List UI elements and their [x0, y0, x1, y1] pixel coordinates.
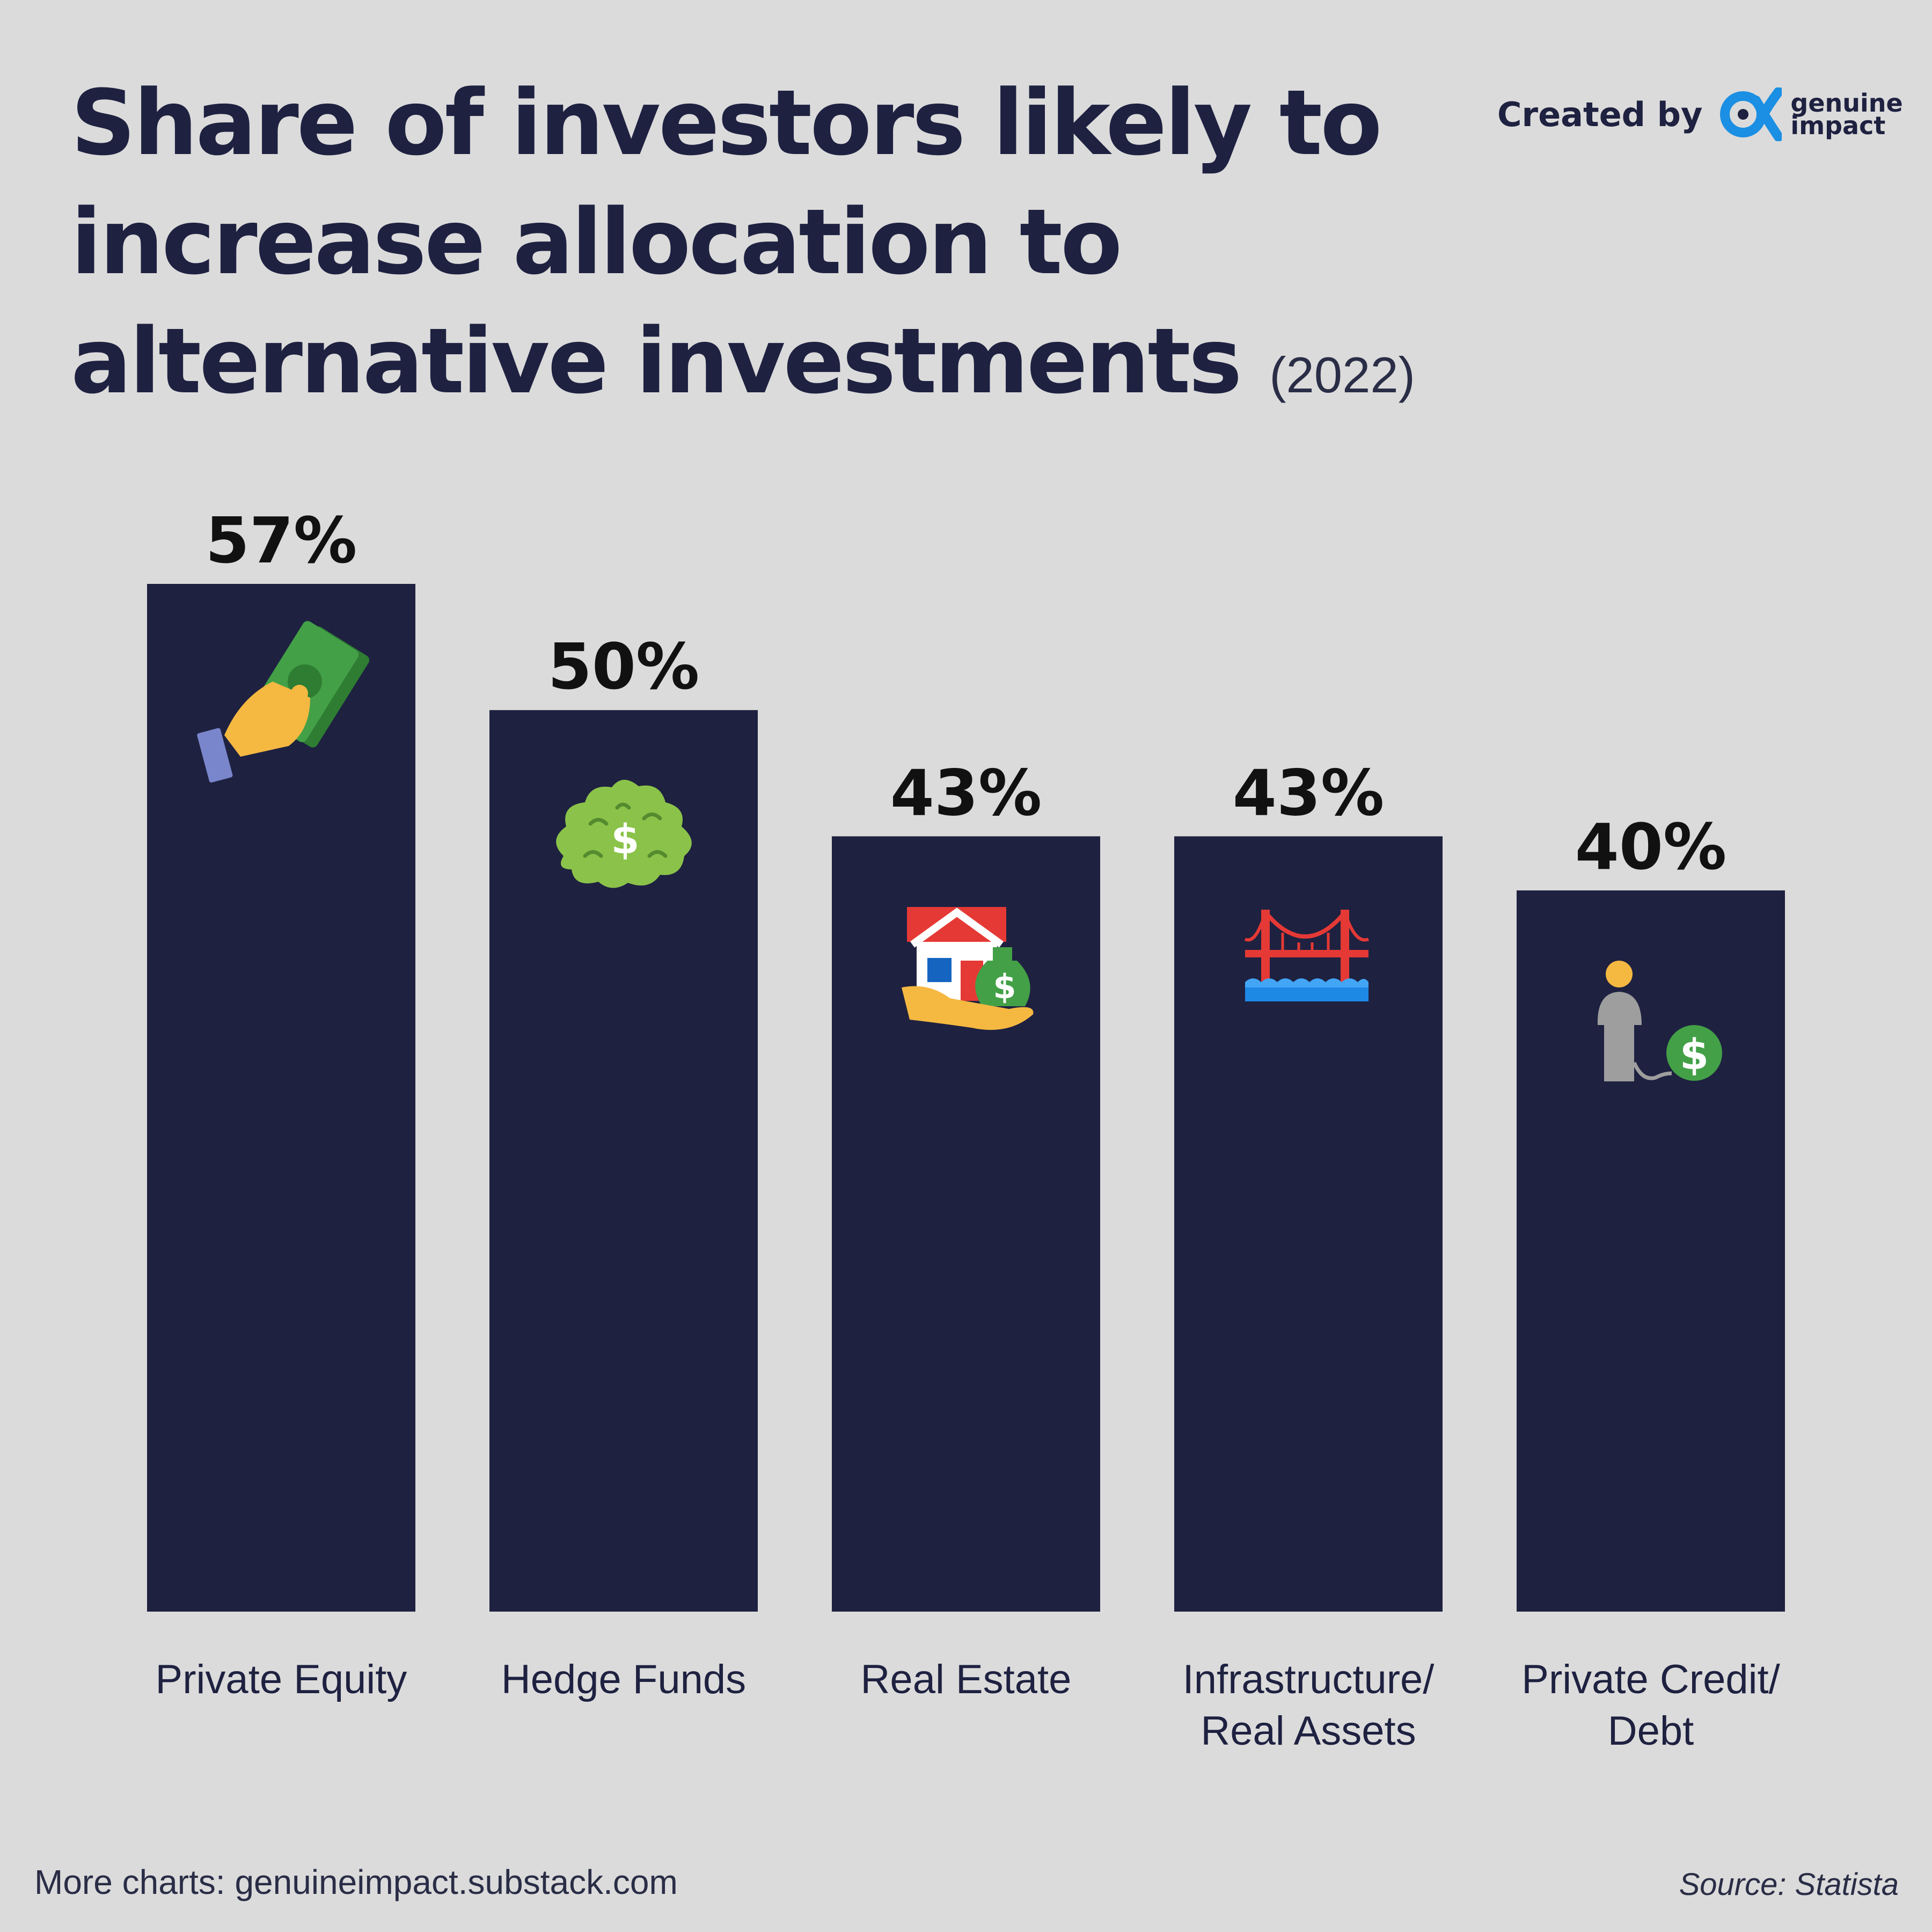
title-year: (2022) [1269, 347, 1415, 403]
category-label-1: Hedge Funds [501, 1657, 746, 1702]
house-money-icon: $ [902, 907, 1034, 1030]
svg-text:$: $ [993, 967, 1016, 1006]
bar-3 [1174, 836, 1443, 1612]
footer-source: Source: Statista [1679, 1867, 1899, 1902]
category-label-4-line-1: Debt [1608, 1708, 1694, 1754]
category-label-3-line-1: Real Assets [1201, 1708, 1416, 1754]
svg-text:$: $ [611, 815, 640, 863]
category-label-0-line-0: Private Equity [156, 1657, 407, 1702]
money-bush-icon: $ [556, 779, 692, 888]
category-label-4: Private Credit/Debt [1521, 1657, 1780, 1754]
footer-more-charts[interactable]: More charts: genuineimpact.substack.com [34, 1863, 678, 1901]
value-label-3: 43% [1233, 756, 1384, 830]
bar-chart: $ $ [147, 503, 1785, 1754]
bar-0 [147, 584, 415, 1612]
category-label-3-line-0: Infrastructure/ [1183, 1657, 1435, 1702]
value-label-2: 43% [890, 756, 1042, 830]
bridge-icon [1244, 910, 1370, 1001]
brand-name: genuine impact [1790, 89, 1903, 140]
title-line-2: increase allocation to [71, 189, 1122, 295]
category-label-2-line-0: Real Estate [861, 1657, 1072, 1702]
value-label-1: 50% [548, 630, 699, 704]
category-label-1-line-0: Hedge Funds [501, 1657, 746, 1702]
title-line-1: Share of investors likely to [71, 70, 1382, 175]
value-label-0: 57% [206, 503, 357, 577]
credit-label: Created by [1497, 94, 1703, 134]
svg-text:$: $ [1680, 1031, 1709, 1079]
title-line-3: alternative investments (2022) [71, 302, 1439, 435]
category-label-2: Real Estate [861, 1657, 1072, 1702]
brand-line-2: impact [1790, 111, 1886, 140]
credit-block: Created by genuine impact [1497, 85, 1903, 144]
hand-cash-icon [197, 621, 370, 783]
alpha-logo-icon [1720, 87, 1782, 141]
title-line-3-text: alternative investments [71, 309, 1242, 414]
category-label-3: Infrastructure/Real Assets [1183, 1657, 1435, 1754]
person-money-icon: $ [1597, 961, 1722, 1081]
bar-4 [1517, 890, 1785, 1612]
category-label-0: Private Equity [156, 1657, 407, 1702]
value-label-4: 40% [1575, 810, 1726, 884]
category-label-4-line-0: Private Credit/ [1521, 1657, 1780, 1702]
brand-logo[interactable]: genuine impact [1718, 87, 1903, 141]
chart-title: Share of investors likely to increase al… [71, 63, 1439, 435]
brand-line-1: genuine [1790, 89, 1903, 118]
